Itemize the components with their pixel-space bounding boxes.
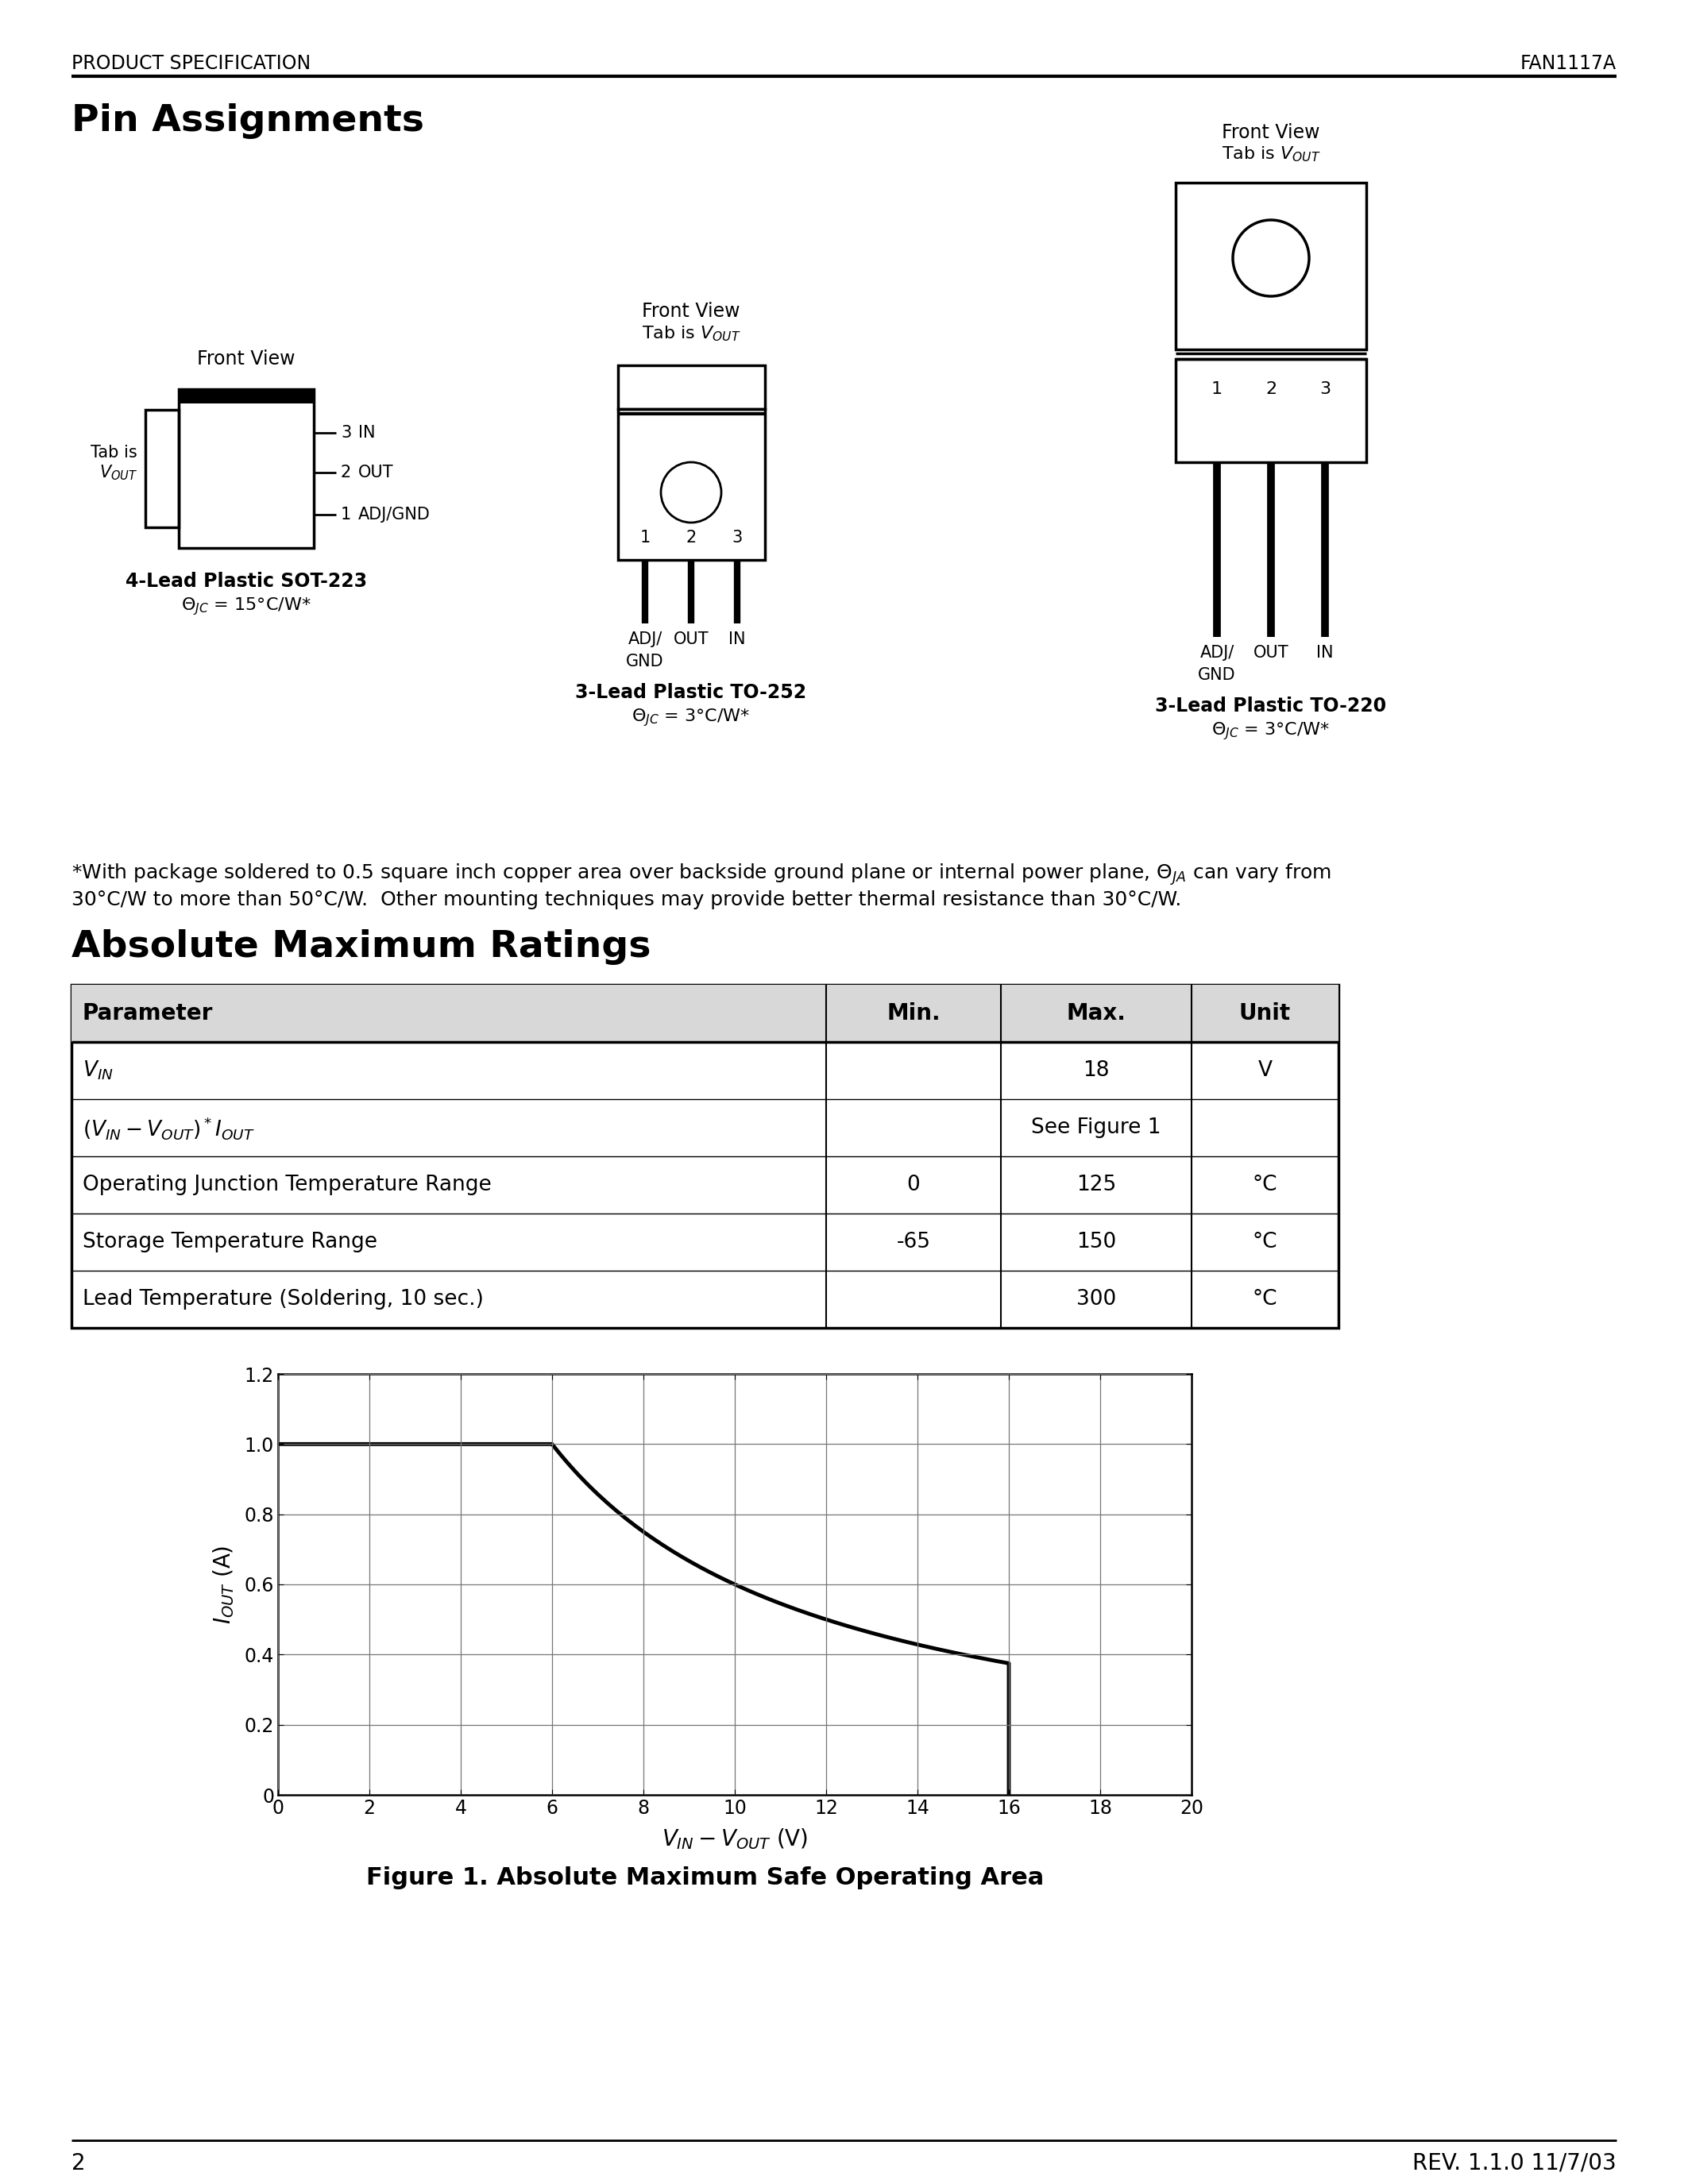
Text: Figure 1. Absolute Maximum Safe Operating Area: Figure 1. Absolute Maximum Safe Operatin…: [366, 1867, 1043, 1889]
Text: ADJ/GND: ADJ/GND: [358, 507, 430, 522]
Text: See Figure 1: See Figure 1: [1031, 1118, 1161, 1138]
Text: Front View: Front View: [641, 301, 739, 321]
Text: 3: 3: [341, 426, 351, 441]
Text: Lead Temperature (Soldering, 10 sec.): Lead Temperature (Soldering, 10 sec.): [83, 1289, 484, 1310]
Text: °C: °C: [1252, 1175, 1278, 1195]
Text: $\Theta_{JC}$ = 3°C/W*: $\Theta_{JC}$ = 3°C/W*: [1212, 721, 1330, 743]
Text: 1: 1: [1212, 382, 1222, 397]
Text: 3: 3: [733, 531, 743, 546]
Text: Max.: Max.: [1067, 1002, 1126, 1024]
Text: Absolute Maximum Ratings: Absolute Maximum Ratings: [71, 928, 652, 965]
Text: 30°C/W to more than 50°C/W.  Other mounting techniques may provide better therma: 30°C/W to more than 50°C/W. Other mounti…: [71, 891, 1182, 909]
Text: 3-Lead Plastic TO-220: 3-Lead Plastic TO-220: [1155, 697, 1386, 716]
Text: PRODUCT SPECIFICATION: PRODUCT SPECIFICATION: [71, 55, 311, 72]
Text: Tab is: Tab is: [91, 446, 137, 461]
Text: $\Theta_{JC}$ = 3°C/W*: $\Theta_{JC}$ = 3°C/W*: [631, 708, 751, 727]
Text: FAN1117A: FAN1117A: [1521, 55, 1617, 72]
Bar: [618, 408, 765, 559]
Text: 0: 0: [906, 1175, 920, 1195]
Bar: [179, 389, 314, 548]
Text: 2: 2: [685, 531, 697, 546]
Text: 1: 1: [341, 507, 351, 522]
Text: V: V: [1258, 1059, 1273, 1081]
Y-axis label: $I_{OUT}$ (A): $I_{OUT}$ (A): [211, 1544, 236, 1625]
Text: $V_{OUT}$: $V_{OUT}$: [100, 463, 137, 483]
Text: IN: IN: [729, 631, 746, 646]
Text: Storage Temperature Range: Storage Temperature Range: [83, 1232, 378, 1251]
Text: 18: 18: [1084, 1059, 1109, 1081]
Text: 125: 125: [1077, 1175, 1116, 1195]
Bar: [618, 365, 765, 408]
Text: OUT: OUT: [674, 631, 709, 646]
Bar: [1175, 358, 1366, 463]
Text: 2: 2: [71, 2151, 86, 2175]
Text: Front View: Front View: [197, 349, 295, 369]
Text: *With package soldered to 0.5 square inch copper area over backside ground plane: *With package soldered to 0.5 square inc…: [71, 863, 1332, 887]
Text: °C: °C: [1252, 1289, 1278, 1310]
Text: 3-Lead Plastic TO-252: 3-Lead Plastic TO-252: [576, 684, 807, 701]
Text: REV. 1.1.0 11/7/03: REV. 1.1.0 11/7/03: [1413, 2151, 1617, 2175]
Text: 2: 2: [341, 465, 351, 480]
Text: GND: GND: [1198, 666, 1236, 684]
Text: $\Theta_{JC}$ = 15°C/W*: $\Theta_{JC}$ = 15°C/W*: [181, 596, 311, 616]
Bar: [179, 389, 314, 404]
Text: OUT: OUT: [358, 465, 393, 480]
Text: 3: 3: [1320, 382, 1330, 397]
Text: °C: °C: [1252, 1232, 1278, 1251]
Text: Parameter: Parameter: [83, 1002, 213, 1024]
Text: $V_{IN}$: $V_{IN}$: [83, 1059, 113, 1081]
Text: IN: IN: [1317, 644, 1334, 662]
Text: 4-Lead Plastic SOT-223: 4-Lead Plastic SOT-223: [125, 572, 366, 592]
Text: ADJ/: ADJ/: [628, 631, 662, 646]
Text: Min.: Min.: [886, 1002, 940, 1024]
Text: OUT: OUT: [1252, 644, 1288, 662]
Bar: [71, 985, 1339, 1328]
Text: 1: 1: [640, 531, 650, 546]
Text: ADJ/: ADJ/: [1200, 644, 1234, 662]
Text: -65: -65: [896, 1232, 930, 1251]
Text: Front View: Front View: [1222, 122, 1320, 142]
Text: 2: 2: [1266, 382, 1276, 397]
Bar: [71, 985, 1339, 1042]
Text: $(V_{IN} - V_{OUT})^* I_{OUT}$: $(V_{IN} - V_{OUT})^* I_{OUT}$: [83, 1114, 255, 1140]
Text: Unit: Unit: [1239, 1002, 1291, 1024]
Text: Pin Assignments: Pin Assignments: [71, 103, 424, 140]
Text: Operating Junction Temperature Range: Operating Junction Temperature Range: [83, 1175, 491, 1195]
Text: Tab is $V_{OUT}$: Tab is $V_{OUT}$: [1222, 144, 1320, 164]
Text: Tab is $V_{OUT}$: Tab is $V_{OUT}$: [641, 323, 741, 343]
Text: GND: GND: [626, 653, 663, 670]
Bar: [145, 411, 179, 526]
Text: 300: 300: [1077, 1289, 1116, 1310]
Bar: [1175, 183, 1366, 349]
Text: IN: IN: [358, 426, 375, 441]
X-axis label: $V_{IN} - V_{OUT}$ (V): $V_{IN} - V_{OUT}$ (V): [662, 1826, 809, 1852]
Text: 150: 150: [1077, 1232, 1116, 1251]
